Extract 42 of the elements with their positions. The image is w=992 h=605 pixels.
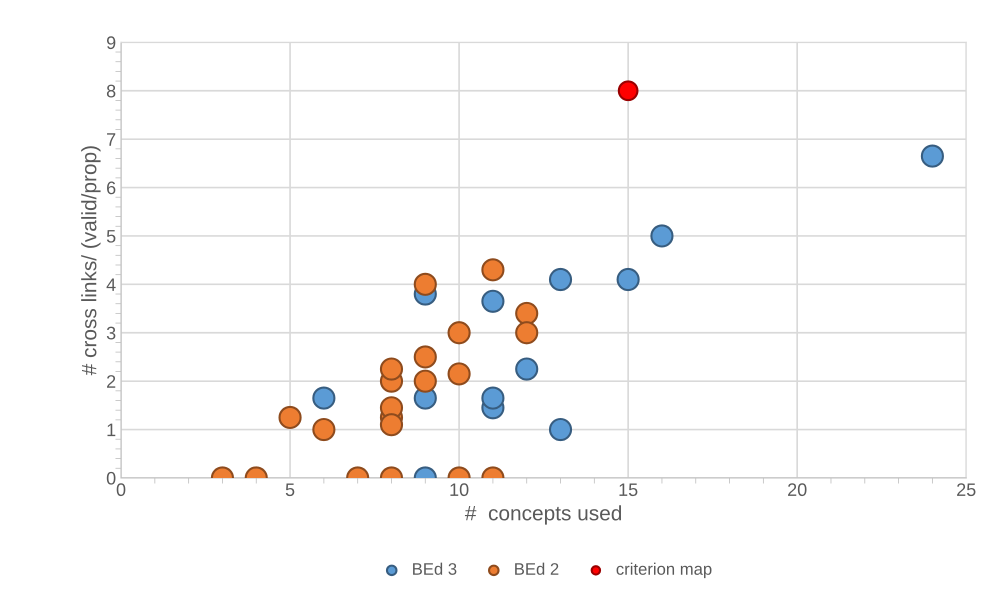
- x-tick-label: 5: [286, 483, 294, 496]
- x-tick-label: 25: [957, 483, 976, 496]
- y-tick-label: 0: [106, 472, 116, 485]
- y-tick-label: 3: [106, 326, 116, 340]
- x-tick-label: 20: [788, 483, 807, 496]
- x-tick-label: 10: [450, 483, 468, 496]
- x-axis-title: # concepts used: [464, 505, 622, 525]
- legend-label: BEd 3: [413, 562, 456, 575]
- y-tick-label: 4: [106, 278, 116, 291]
- y-axis-title: # cross links/ (valid/prop): [81, 146, 101, 376]
- point: [920, 144, 944, 168]
- y-tick-label: 6: [107, 181, 116, 194]
- point: [618, 80, 638, 102]
- point: [380, 357, 404, 381]
- y-tick-label: 1: [108, 424, 116, 436]
- point: [515, 357, 538, 381]
- point: [616, 268, 640, 292]
- point: [515, 302, 538, 325]
- point: [448, 321, 471, 344]
- y-tick-label: 2: [107, 375, 116, 388]
- point: [312, 418, 336, 442]
- y-tick-label: 7: [107, 133, 116, 146]
- point: [414, 272, 437, 296]
- point: [481, 386, 504, 410]
- x-tick-label: 15: [619, 483, 638, 496]
- point: [481, 290, 504, 313]
- point: [312, 386, 336, 410]
- legend-label: criterion map: [616, 562, 712, 578]
- point: [481, 258, 504, 282]
- point: [414, 370, 437, 393]
- point: [548, 268, 572, 292]
- x-tick-label: 0: [116, 483, 126, 496]
- y-tick-label: 8: [106, 84, 116, 98]
- y-tick-label: 5: [106, 230, 116, 243]
- point: [548, 418, 572, 442]
- point: [515, 321, 538, 344]
- legend-label: BEd 2: [515, 562, 558, 575]
- point: [650, 224, 674, 248]
- y-tick-label: 9: [106, 36, 116, 50]
- point: [414, 345, 437, 369]
- point: [278, 406, 302, 430]
- point: [448, 362, 471, 386]
